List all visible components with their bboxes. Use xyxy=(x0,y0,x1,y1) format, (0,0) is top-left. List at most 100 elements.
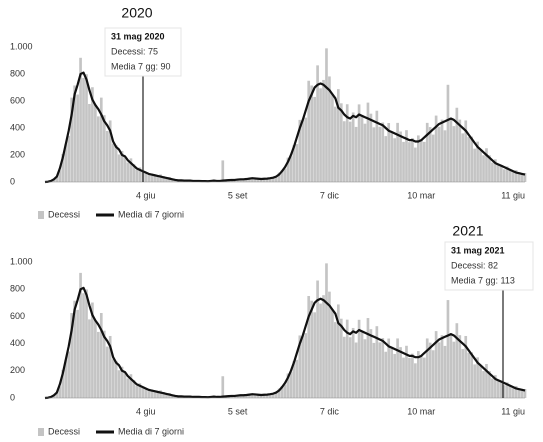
bar xyxy=(262,394,266,398)
bar xyxy=(458,119,462,182)
bar xyxy=(414,363,417,398)
bar xyxy=(76,94,79,182)
bar xyxy=(339,103,343,182)
bar xyxy=(132,380,136,398)
bar xyxy=(431,134,435,182)
bar xyxy=(461,349,465,398)
bar xyxy=(485,148,488,182)
bar xyxy=(402,141,405,182)
bar xyxy=(55,176,59,182)
bar xyxy=(428,127,432,182)
bar xyxy=(162,176,165,182)
bar xyxy=(236,395,239,398)
bar xyxy=(337,304,340,398)
bar xyxy=(79,272,82,398)
bar xyxy=(375,110,379,182)
y-tick-label: 0 xyxy=(10,176,15,186)
bar xyxy=(476,141,479,182)
bar xyxy=(280,386,284,398)
bar xyxy=(123,372,127,398)
bar xyxy=(351,112,355,182)
bar xyxy=(259,179,263,182)
bar xyxy=(248,393,251,398)
bar xyxy=(123,156,127,182)
bar xyxy=(73,85,76,182)
bar xyxy=(138,383,142,398)
bar xyxy=(419,140,423,182)
bar xyxy=(52,179,56,182)
bar xyxy=(514,170,518,182)
bar xyxy=(505,166,509,182)
bar xyxy=(64,144,68,182)
x-tick-label: 7 dic xyxy=(320,190,340,200)
bar xyxy=(85,289,88,398)
bar xyxy=(517,388,521,398)
bar xyxy=(61,154,65,182)
bar xyxy=(242,395,245,398)
bar xyxy=(259,395,263,398)
bar xyxy=(277,388,281,398)
bar xyxy=(449,118,453,182)
y-tick-label: 400 xyxy=(10,122,25,132)
tooltip-line-text: Decessi: 75 xyxy=(111,46,158,56)
bar xyxy=(520,174,524,182)
bar xyxy=(274,393,278,398)
bar xyxy=(147,391,151,398)
bar xyxy=(132,164,136,182)
bar xyxy=(289,156,293,182)
bar xyxy=(292,145,296,182)
bar xyxy=(443,130,447,182)
bar xyxy=(129,158,133,182)
bar xyxy=(393,353,396,398)
bar xyxy=(304,117,308,182)
x-tick-label: 4 giu xyxy=(136,406,156,416)
bar xyxy=(337,89,340,182)
bar xyxy=(491,378,494,398)
bar xyxy=(286,373,290,398)
bar xyxy=(348,337,352,398)
bar xyxy=(262,178,266,182)
bar xyxy=(482,371,485,398)
y-tick-label: 800 xyxy=(10,68,25,78)
bar xyxy=(108,120,112,182)
bar xyxy=(360,115,364,182)
bar xyxy=(502,385,506,398)
bar xyxy=(141,387,145,398)
y-tick-label: 200 xyxy=(10,365,25,375)
bar xyxy=(91,302,94,398)
bar xyxy=(440,119,444,182)
bar xyxy=(283,168,287,182)
y-tick-label: 1.000 xyxy=(10,41,33,51)
y-tick-label: 800 xyxy=(10,284,25,294)
bar xyxy=(165,393,168,398)
bar xyxy=(138,167,142,182)
bar xyxy=(508,385,512,398)
bar xyxy=(307,296,311,398)
bar xyxy=(322,295,325,398)
bar xyxy=(88,103,91,182)
bar xyxy=(425,122,429,182)
bar xyxy=(316,65,319,182)
bar xyxy=(467,137,471,182)
bar xyxy=(342,336,346,398)
bar xyxy=(265,395,269,398)
bar xyxy=(254,394,257,398)
bar xyxy=(345,319,349,398)
bar xyxy=(301,335,305,398)
bar xyxy=(295,144,299,182)
bar xyxy=(434,331,438,398)
bar xyxy=(378,126,382,182)
bar xyxy=(390,347,393,398)
tooltip-box xyxy=(444,241,534,291)
bar xyxy=(322,79,325,182)
bar xyxy=(85,74,88,182)
bar xyxy=(55,392,59,398)
bar xyxy=(334,106,337,182)
bar xyxy=(254,178,257,182)
bar xyxy=(97,116,100,182)
average-line xyxy=(44,286,526,400)
bar xyxy=(120,150,124,182)
tooltip-line-text: Decessi: 82 xyxy=(451,260,498,270)
bar xyxy=(488,155,491,182)
